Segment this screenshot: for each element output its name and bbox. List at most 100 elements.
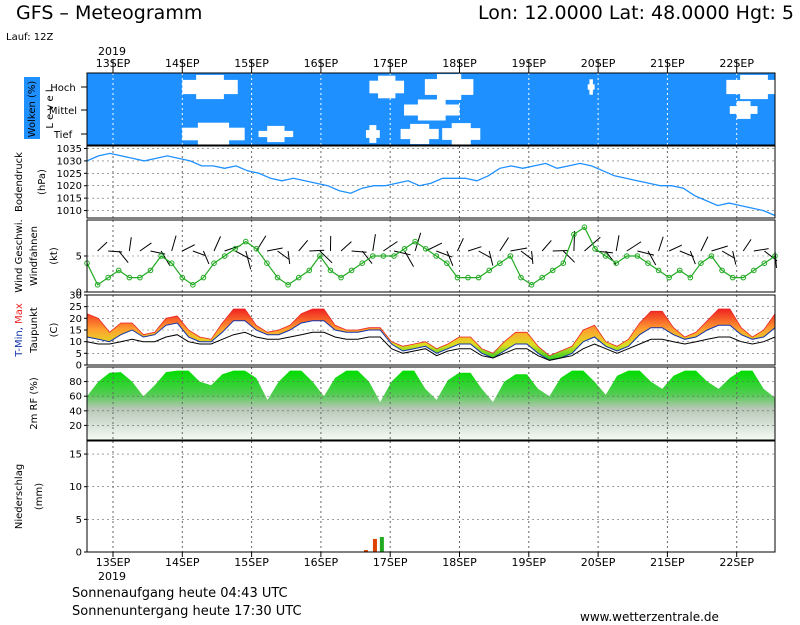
cloud-patch-core	[417, 99, 446, 121]
wind-barb	[393, 250, 411, 256]
wind-speed-point	[549, 267, 556, 274]
wind-speed-point	[475, 274, 482, 281]
wind-speed-point	[391, 253, 397, 259]
precipitation-tick-label: 5	[76, 515, 82, 526]
wind-speed-point	[655, 267, 662, 274]
wind-speed-point	[253, 246, 260, 252]
cloud-patch	[182, 122, 245, 146]
pressure-unit-label: (hPa)	[37, 169, 48, 195]
wind-speed-point	[137, 274, 143, 281]
wind-barb	[266, 247, 283, 252]
pressure-line	[86, 152, 776, 217]
wind-barb	[732, 250, 737, 265]
precipitation-axis-label: Niederschlag	[14, 464, 25, 529]
wind-barb	[679, 250, 694, 258]
wind-barb	[742, 239, 752, 252]
year-label-bottom: 2019	[98, 570, 126, 583]
precipitation-tick-label: 10	[69, 482, 82, 493]
wind-speed-point	[687, 274, 694, 281]
wind-speed-point	[666, 274, 672, 281]
wind-unit-label: (kt)	[49, 247, 60, 265]
cloud-level-label: Mittel	[49, 106, 77, 117]
wind-barb	[139, 242, 152, 252]
wind-speed-point	[581, 224, 588, 230]
wind-barb	[562, 250, 575, 263]
wind-barb	[298, 239, 309, 252]
wind-speed-point	[645, 260, 651, 267]
wind-barb	[171, 235, 177, 252]
wind-barb	[457, 238, 464, 252]
wind-speed-point	[719, 267, 725, 274]
cloud-axis-label-background	[24, 77, 40, 139]
precipitation-bar	[363, 550, 368, 552]
wind-speed-point	[401, 246, 408, 252]
temperature-tick-label: 20	[69, 314, 82, 325]
wind-speed-point	[179, 274, 186, 281]
date-label-bottom: 20SEP	[581, 556, 616, 569]
wind-barb	[202, 250, 210, 265]
wind-speed-point	[507, 253, 514, 259]
temperature-unit-label: (C)	[49, 323, 60, 338]
wind-speed-point	[105, 274, 111, 281]
wind-speed-point	[528, 282, 535, 288]
date-label-bottom: 15SEP	[234, 556, 269, 569]
wind-barb	[118, 250, 129, 263]
pressure-tick-label: 1025	[57, 169, 82, 180]
humidity-tick-label: 40	[69, 406, 82, 417]
wind-barb	[700, 236, 709, 252]
wind-speed-point	[264, 260, 270, 267]
cloud-patch	[726, 74, 782, 100]
date-label-bottom: 16SEP	[304, 556, 339, 569]
date-label-bottom: 21SEP	[650, 556, 685, 569]
wind-speed-point	[422, 246, 429, 252]
wind-barb	[446, 250, 454, 267]
precipitation-panel-frame	[86, 440, 776, 553]
wind-speed-point	[454, 274, 461, 281]
pressure-tick-label: 1030	[57, 156, 82, 167]
wind-speed-point	[444, 260, 450, 267]
wind-speed-point	[602, 253, 609, 259]
cloud-patch-core	[436, 74, 462, 100]
wind-barb	[689, 250, 696, 265]
humidity-tick-label: 20	[69, 421, 82, 432]
wind-speed-line	[86, 226, 776, 286]
wind-speed-point	[740, 274, 747, 281]
wind-barb	[340, 241, 352, 252]
date-label-bottom: 13SEP	[96, 556, 131, 569]
sunset-text: Sonnenuntergang heute 17:30 UTC	[72, 604, 302, 619]
source-url[interactable]: www.wetterzentrale.de	[580, 610, 719, 624]
cloud-patch-core	[410, 123, 430, 145]
wind-barb	[552, 249, 568, 252]
cloud-patch	[365, 125, 380, 143]
wind-barb	[647, 250, 657, 266]
wind-barb	[626, 241, 642, 252]
cloud-patch-core	[197, 122, 230, 146]
wind-speed-point	[359, 260, 366, 267]
wind-barb	[361, 250, 373, 264]
cloud-patch	[729, 101, 758, 119]
pressure-tick-label: 1010	[57, 206, 82, 217]
wind-barb	[277, 250, 290, 260]
wind-speed-point	[571, 231, 577, 238]
date-label-bottom: 17SEP	[373, 556, 408, 569]
wind-barb	[541, 240, 552, 252]
cloud-patch-core	[378, 75, 396, 99]
wind-barb	[372, 234, 376, 252]
wind-barb	[245, 250, 252, 270]
cloud-patch-core	[369, 125, 377, 143]
temperature-tick-label: 0	[76, 361, 82, 372]
temperature-tick-label: 15	[69, 326, 82, 337]
wind-barb	[478, 250, 492, 259]
wind-barb	[488, 250, 494, 266]
humidity-panel-frame	[86, 366, 776, 441]
page-title: GFS – Meteogramm	[16, 2, 203, 24]
wind-speed-point	[433, 253, 440, 259]
cloud-patch-core	[451, 123, 471, 145]
wind-speed-point	[560, 260, 567, 267]
wind-speed-point	[211, 260, 217, 267]
wind-barb	[721, 250, 736, 259]
cloud-patch	[442, 123, 481, 145]
temperature-tick-label: 25	[69, 302, 82, 313]
humidity-axis-label: 2m RF (%)	[29, 377, 40, 430]
wind-speed-point	[274, 274, 281, 281]
